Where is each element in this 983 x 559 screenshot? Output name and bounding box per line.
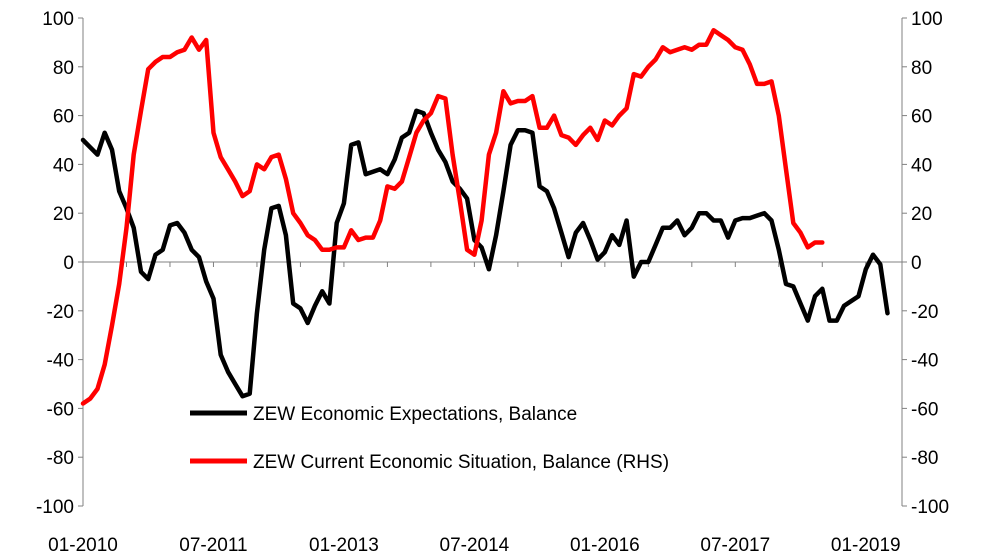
legend: ZEW Economic Expectations, Balance ZEW C… [190,404,669,473]
x-tick-label: 07-2014 [440,535,510,556]
y-tick-label-left: -80 [47,448,74,469]
y-tick-label-left: -20 [47,302,74,323]
y-tick-label-right: 0 [911,253,922,274]
y-tick-label-left: 0 [63,253,74,274]
y-tick-label-right: -20 [911,302,938,323]
series-lines [80,27,890,406]
y-tick-label-left: 100 [42,9,74,30]
y-tick-label-left: -100 [36,497,74,518]
x-tick-label: 07-2017 [700,535,770,556]
y-tick-label-left: 20 [53,204,74,225]
legend-label-current-situation: ZEW Current Economic Situation, Balance … [253,452,669,473]
tick-labels: 100 80 60 40 20 0 -20 -40 -60 -80 -100 100 80 60 40 20 0… [36,9,949,556]
y-tick-label-right: -80 [911,448,938,469]
series-line-current-situation [80,27,825,406]
y-tick-label-left: 40 [53,155,74,176]
x-tick-label: 07-2011 [179,535,247,556]
y-tick-label-right: -40 [911,351,938,372]
y-tick-label-right: 100 [911,9,943,30]
x-tick-label: 01-2010 [48,535,118,556]
y-tick-label-right: -100 [911,497,949,518]
y-tick-label-right: 40 [911,155,932,176]
y-tick-label-right: 80 [911,58,932,79]
y-tick-label-left: -40 [47,351,74,372]
y-tick-label-left: -60 [47,399,74,420]
y-tick-label-left: 60 [53,107,74,128]
y-tick-label-right: 20 [911,204,932,225]
legend-label-expectations: ZEW Economic Expectations, Balance [253,404,577,425]
x-tick-label: 01-2016 [570,535,640,556]
y-tick-label-left: 80 [53,58,74,79]
y-tick-label-right: -60 [911,399,938,420]
series-line-expectations [80,108,890,399]
y-tick-label-right: 60 [911,107,932,128]
x-tick-label: 01-2019 [831,535,901,556]
x-tick-label: 01-2013 [309,535,379,556]
